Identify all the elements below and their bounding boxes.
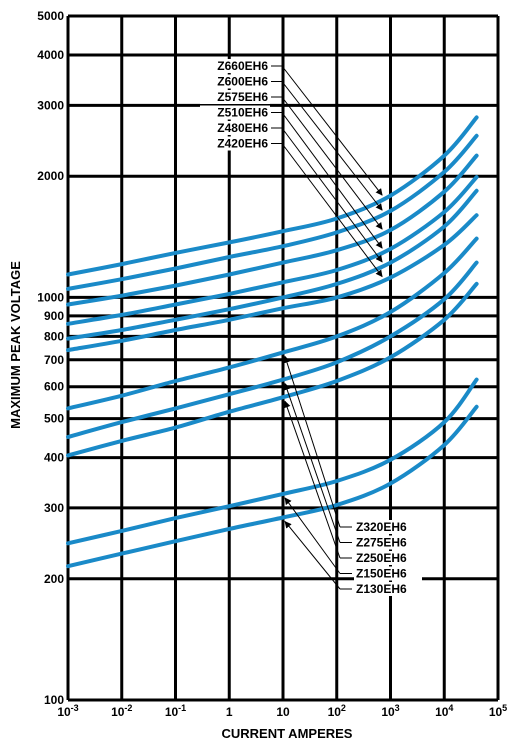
label-pointers xyxy=(271,65,383,590)
series-label-bg-z320eh6 xyxy=(354,520,422,534)
series-label-z130eh6: Z130EH6 xyxy=(356,582,407,596)
y-tick-label-11: 3000 xyxy=(37,98,64,112)
series-line-z600eh6 xyxy=(66,133,479,291)
pointer-arrow-z420eh6 xyxy=(281,143,383,278)
series-line-z420eh6 xyxy=(66,213,479,353)
pointer-arrow-z130eh6 xyxy=(284,520,341,590)
y-tick-label-9: 1000 xyxy=(37,290,64,304)
pointer-arrow-z660eh6 xyxy=(281,65,383,196)
y-axis-title: MAXIMUM PEAK VOLTAGE xyxy=(8,261,23,429)
pointer-arrow-z320eh6 xyxy=(283,355,341,528)
series-label-z320eh6: Z320EH6 xyxy=(356,520,407,534)
series-label-bg-z660eh6 xyxy=(200,59,270,73)
pointer-arrow-z480eh6 xyxy=(281,127,383,263)
series-label-z575eh6: Z575EH6 xyxy=(217,90,268,104)
series-line-z250eh6 xyxy=(66,281,479,458)
series-line-z320eh6 xyxy=(66,236,479,411)
y-tick-label-13: 5000 xyxy=(37,9,64,23)
series-label-bg-z150eh6 xyxy=(354,566,422,581)
series-label-z480eh6: Z480EH6 xyxy=(217,121,268,135)
series-line-z150eh6 xyxy=(66,377,479,546)
series-label-bg-z480eh6 xyxy=(200,121,270,135)
series-label-bg-z510eh6 xyxy=(200,105,270,120)
x-tick-label-7: 104 xyxy=(435,703,453,719)
pointer-arrow-z275eh6 xyxy=(283,382,341,543)
x-tick-label-1: 10-2 xyxy=(111,703,132,719)
pointer-arrow-z600eh6 xyxy=(281,81,383,211)
pointer-arrow-z250eh6 xyxy=(283,400,341,559)
x-tick-label-2: 10-1 xyxy=(165,703,186,719)
x-tick-label-0: 10-3 xyxy=(57,703,78,719)
series-label-z275eh6: Z275EH6 xyxy=(356,536,407,550)
series-label-z660eh6: Z660EH6 xyxy=(217,59,268,73)
series-line-z480eh6 xyxy=(66,188,479,341)
y-tick-label-0: 100 xyxy=(44,693,64,707)
pointer-arrow-z510eh6 xyxy=(281,112,383,249)
y-tick-label-6: 700 xyxy=(44,353,64,367)
y-tick-label-1: 200 xyxy=(44,572,64,586)
series-label-z420eh6: Z420EH6 xyxy=(217,137,268,151)
x-tick-label-8: 105 xyxy=(489,703,507,719)
series-label-z510eh6: Z510EH6 xyxy=(217,106,268,120)
series-line-z575eh6 xyxy=(66,153,479,307)
y-tick-label-10: 2000 xyxy=(37,169,64,183)
pointer-arrow-z575eh6 xyxy=(281,96,383,230)
x-tick-label-3: 1 xyxy=(226,705,233,719)
series-label-bg-z275eh6 xyxy=(354,535,422,550)
series-line-z130eh6 xyxy=(66,404,479,569)
y-tick-label-2: 300 xyxy=(44,501,64,515)
y-tick-label-7: 800 xyxy=(44,329,64,343)
tick-labels: 100 200 300 400 500 600 700 800 900 1000 2000 3000 4… xyxy=(37,9,507,719)
x-tick-label-4: 10 xyxy=(276,705,290,719)
y-tick-label-8: 900 xyxy=(44,309,64,323)
series-line-z275eh6 xyxy=(66,260,479,439)
series-label-z250eh6: Z250EH6 xyxy=(356,551,407,565)
y-tick-label-4: 500 xyxy=(44,412,64,426)
pointer-arrow-z150eh6 xyxy=(284,497,341,574)
y-tick-label-12: 4000 xyxy=(37,48,64,62)
series-label-bg-z600eh6 xyxy=(200,74,270,89)
series-label-bg-z130eh6 xyxy=(354,582,422,596)
series-line-z660eh6 xyxy=(66,115,479,277)
grid xyxy=(66,14,500,702)
y-tick-label-3: 400 xyxy=(44,451,64,465)
series-label-bg-z420eh6 xyxy=(200,136,270,151)
series-label-z150eh6: Z150EH6 xyxy=(356,567,407,581)
series-line-z510eh6 xyxy=(66,175,479,326)
series-label-bg-z250eh6 xyxy=(354,551,422,565)
series-label-z600eh6: Z600EH6 xyxy=(217,75,268,89)
x-axis-title: CURRENT AMPERES xyxy=(222,726,353,741)
series-label-bg-z575eh6 xyxy=(200,90,270,104)
x-tick-label-6: 103 xyxy=(381,703,399,719)
y-tick-label-5: 600 xyxy=(44,380,64,394)
series-lines xyxy=(66,115,479,569)
x-tick-label-5: 102 xyxy=(328,703,346,719)
